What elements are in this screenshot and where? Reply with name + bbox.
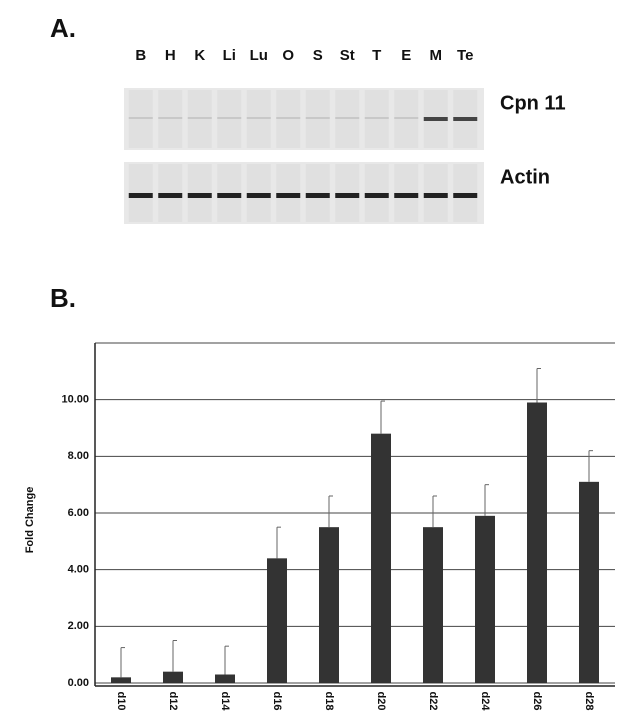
x-tick-label: d10 (115, 692, 127, 711)
band (276, 117, 300, 119)
lane-label: Li (223, 47, 236, 64)
band (247, 193, 271, 198)
y-tick-label: 0.00 (68, 677, 89, 689)
band (129, 117, 153, 119)
band (217, 117, 241, 119)
bar (475, 516, 495, 683)
band (335, 117, 359, 119)
row-label: Cpn 11 (500, 92, 566, 114)
lane-label: H (165, 47, 176, 64)
x-tick-label: d26 (531, 692, 543, 711)
bar (579, 482, 599, 683)
lane-label: Te (457, 47, 473, 64)
band (365, 193, 389, 198)
band (217, 193, 241, 198)
bar (267, 558, 287, 683)
y-tick-label: 4.00 (68, 564, 89, 576)
band (158, 193, 182, 198)
bar (111, 677, 131, 683)
panel-label: A. (50, 13, 76, 43)
band (247, 117, 271, 119)
bar (319, 527, 339, 683)
lane-label: O (282, 47, 294, 64)
band (188, 117, 212, 119)
x-tick-label: d22 (427, 692, 439, 711)
row-label: Actin (500, 166, 550, 188)
lane-label: S (313, 47, 323, 64)
y-tick-label: 8.00 (68, 450, 89, 462)
x-tick-label: d16 (271, 692, 283, 711)
y-tick-label: 10.00 (61, 394, 89, 406)
x-tick-label: d24 (479, 692, 491, 712)
x-tick-label: d20 (375, 692, 387, 711)
band (453, 117, 477, 121)
lane-label: K (194, 47, 205, 64)
figure: A. Cpn 11 Actin B. Fold Change B H K Li Lu O S… (0, 0, 617, 724)
band (394, 193, 418, 198)
x-tick-label: d18 (323, 692, 335, 711)
band (394, 117, 418, 119)
band (306, 193, 330, 198)
x-tick-label: d28 (583, 692, 595, 711)
lane-label: E (401, 47, 411, 64)
band (188, 193, 212, 198)
y-tick-label: 6.00 (68, 507, 89, 519)
lane-label: M (430, 47, 443, 64)
bar (163, 672, 183, 683)
band (365, 117, 389, 119)
band (158, 117, 182, 119)
x-tick-label: d12 (167, 692, 179, 711)
bar (423, 527, 443, 683)
x-tick-label: d14 (219, 692, 231, 712)
lane-label: B (135, 47, 146, 64)
band (453, 193, 477, 198)
y-tick-label: 2.00 (68, 620, 89, 632)
panel-label: B. (50, 283, 76, 313)
bar (371, 434, 391, 683)
lane-label: T (372, 47, 381, 64)
band (129, 193, 153, 198)
bar (527, 403, 547, 684)
band (276, 193, 300, 198)
lane-label: St (340, 47, 355, 64)
band (424, 117, 448, 121)
band (335, 193, 359, 198)
lane-label: Lu (250, 47, 268, 64)
bar (215, 675, 235, 684)
y-axis-label: Fold Change (24, 487, 36, 554)
band (424, 193, 448, 198)
band (306, 117, 330, 119)
